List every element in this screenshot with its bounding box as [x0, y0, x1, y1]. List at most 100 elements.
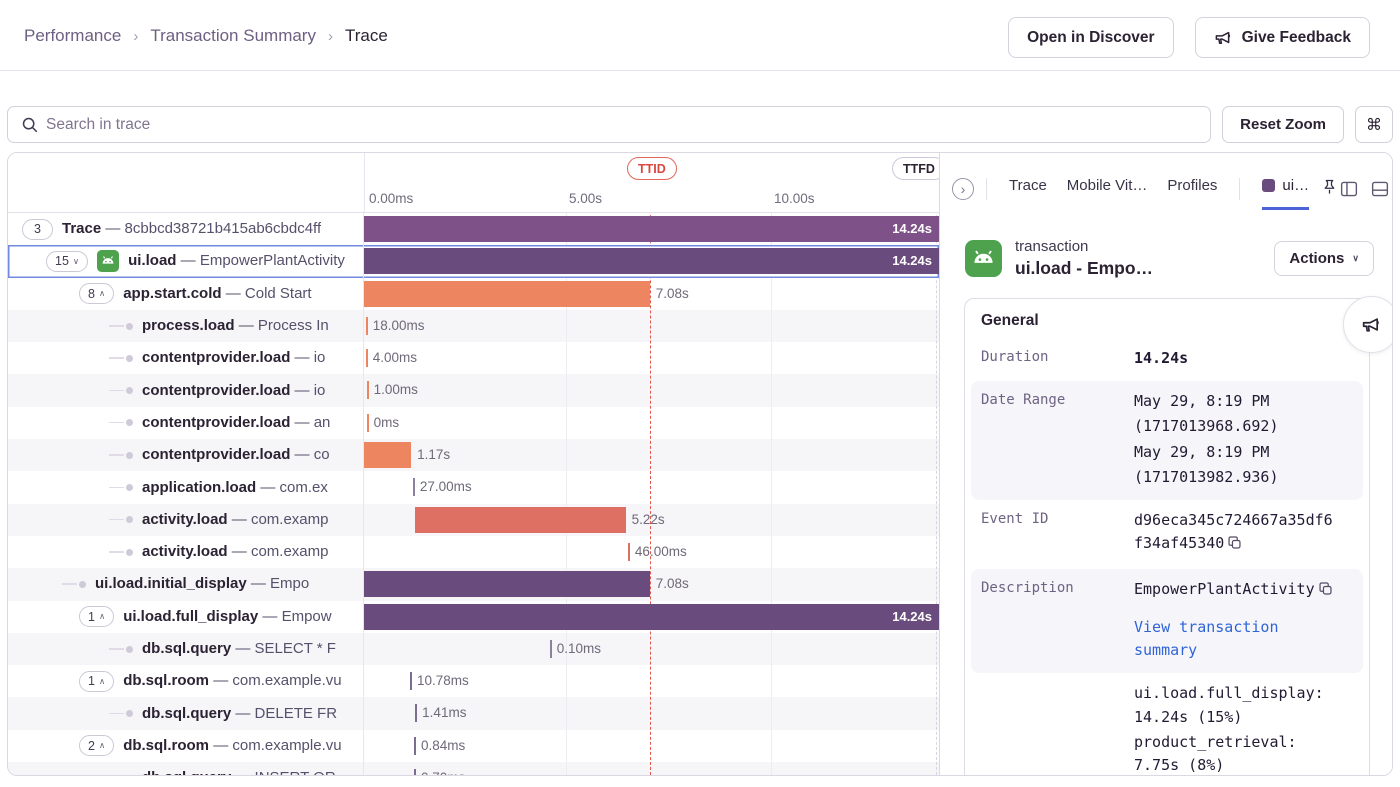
breadcrumb-performance[interactable]: Performance	[24, 26, 122, 45]
span-duration-bar[interactable]: 14.24s	[364, 603, 939, 630]
transaction-header: transaction ui.load - Empo… Actions ∨	[965, 237, 1374, 281]
span-name-cell[interactable]: contentprovider.load — io	[8, 374, 364, 407]
span-bar-cell[interactable]: 10.78ms	[364, 665, 939, 697]
span-name-cell[interactable]: db.sql.query — DELETE FR	[8, 697, 364, 730]
span-duration-label: 14.24s	[892, 253, 932, 269]
span-bar-cell[interactable]: 7.08s	[364, 568, 939, 600]
span-name-cell[interactable]: contentprovider.load — an	[8, 406, 364, 440]
span-duration-label: 14.24s	[892, 608, 932, 624]
span-duration-bar[interactable]	[364, 571, 650, 598]
span-name-cell[interactable]: activity.load — com.examp	[8, 503, 364, 536]
span-duration-bar[interactable]	[364, 442, 412, 469]
trace-row[interactable]: process.load — Process In 18.00ms	[8, 309, 939, 343]
search-box[interactable]	[7, 106, 1212, 143]
layout-left-icon[interactable]	[1340, 180, 1358, 198]
collapse-panel-icon[interactable]: ›	[952, 177, 974, 200]
tab-ui-load[interactable]: ui…	[1262, 177, 1310, 210]
leaf-connector-dot	[109, 484, 133, 492]
span-name-cell[interactable]: db.sql.query — SELECT * F	[8, 632, 364, 666]
span-duration-bar[interactable]	[415, 506, 626, 533]
span-bar-cell[interactable]: 1.00ms	[364, 374, 939, 406]
trace-row[interactable]: contentprovider.load — an 0ms	[8, 406, 939, 440]
actions-button[interactable]: Actions ∨	[1274, 241, 1374, 277]
child-count-badge[interactable]: 2 ∧	[79, 735, 115, 757]
span-bar-cell[interactable]: 14.24s	[364, 213, 939, 245]
child-count-badge[interactable]: 15 ∨	[46, 250, 89, 272]
trace-row[interactable]: contentprovider.load — io 1.00ms	[8, 374, 939, 407]
span-name-cell[interactable]: 2 ∧ db.sql.room — com.example.vu	[8, 729, 364, 763]
chevron-right-icon: ›	[327, 27, 333, 45]
breadcrumb-transaction-summary[interactable]: Transaction Summary	[150, 26, 316, 45]
copy-icon[interactable]	[1318, 580, 1333, 603]
layout-bottom-icon[interactable]	[1371, 180, 1389, 198]
span-name-cell[interactable]: 15 ∨ ui.load — EmpowerPlantActivity	[8, 245, 364, 278]
span-bar-cell[interactable]: 4.00ms	[364, 342, 939, 374]
span-name-cell[interactable]: 3 Trace — 8cbbcd38721b415ab6cbdc4ff	[8, 213, 364, 246]
trace-row[interactable]: contentprovider.load — co 1.17s	[8, 439, 939, 472]
trace-row[interactable]: activity.load — com.examp 46.00ms	[8, 535, 939, 569]
span-op: db.sql.room	[123, 736, 210, 754]
trace-row[interactable]: ui.load.initial_display — Empo 7.08s	[8, 568, 939, 601]
tab-profiles[interactable]: Profiles	[1167, 177, 1218, 194]
span-bar-cell[interactable]: 7.08s	[364, 278, 939, 310]
trace-row[interactable]: db.sql.query — SELECT * F 0.10ms	[8, 632, 939, 666]
shortcuts-button[interactable]: ⌘	[1355, 106, 1393, 143]
span-name-cell[interactable]: process.load — Process In	[8, 309, 364, 343]
copy-icon[interactable]	[1227, 534, 1242, 557]
feedback-fab[interactable]	[1343, 295, 1392, 353]
trace-row[interactable]: 8 ∧ app.start.cold — Cold Start 7.08s	[8, 277, 939, 310]
trace-row[interactable]: db.sql.query — INSERT OR 0.70ms	[8, 762, 939, 775]
app-header: Performance › Transaction Summary › Trac…	[0, 0, 1400, 71]
trace-row-selected[interactable]: 15 ∨ ui.load — EmpowerPlantActivity 14.24s	[8, 245, 939, 278]
trace-row[interactable]: db.sql.query — DELETE FR 1.41ms	[8, 697, 939, 730]
span-bar-cell[interactable]: 0.10ms	[364, 633, 939, 665]
trace-row[interactable]: 3 Trace — 8cbbcd38721b415ab6cbdc4ff 14.24s	[8, 213, 939, 246]
span-tick-mark	[549, 639, 552, 658]
child-count-badge[interactable]: 3	[22, 218, 53, 240]
trace-row[interactable]: 2 ∧ db.sql.room — com.example.vu 0.84ms	[8, 729, 939, 763]
ttid-badge[interactable]: TTID	[627, 157, 677, 180]
child-count-badge[interactable]: 8 ∧	[79, 283, 115, 305]
pin-tab-icon[interactable]	[1321, 178, 1338, 200]
span-bar-cell[interactable]: 5.22s	[364, 504, 939, 536]
span-name-cell[interactable]: activity.load — com.examp	[8, 535, 364, 569]
tab-mobile-vitals[interactable]: Mobile Vit…	[1066, 177, 1148, 194]
span-duration-label: 27.00ms	[419, 479, 472, 495]
trace-row[interactable]: activity.load — com.examp 5.22s	[8, 503, 939, 536]
trace-row[interactable]: 1 ∧ db.sql.room — com.example.vu 10.78ms	[8, 665, 939, 698]
span-bar-cell[interactable]: 1.41ms	[364, 697, 939, 729]
ttfd-badge[interactable]: TTFD	[892, 157, 946, 180]
trace-row[interactable]: application.load — com.ex 27.00ms	[8, 471, 939, 504]
span-bar-cell[interactable]: 18.00ms	[364, 310, 939, 342]
trace-row[interactable]: 1 ∧ ui.load.full_display — Empow 14.24s	[8, 600, 939, 633]
span-bar-cell[interactable]: 0ms	[364, 407, 939, 439]
span-bar-cell[interactable]: 1.17s	[364, 439, 939, 471]
span-duration-bar[interactable]: 14.24s	[364, 216, 939, 242]
span-bar-cell[interactable]: 14.24s	[364, 245, 939, 277]
span-bar-cell[interactable]: 0.84ms	[364, 730, 939, 762]
span-bar-cell[interactable]: 14.24s	[364, 601, 939, 633]
span-bar-cell[interactable]: 0.70ms	[364, 762, 939, 775]
tab-trace[interactable]: Trace	[1009, 177, 1047, 194]
search-input[interactable]	[8, 107, 1211, 142]
span-name-cell[interactable]: 1 ∧ ui.load.full_display — Empow	[8, 600, 364, 633]
view-transaction-summary-link[interactable]: View transaction summary	[1134, 617, 1279, 660]
span-name-cell[interactable]: application.load — com.ex	[8, 471, 364, 504]
child-count-badge[interactable]: 1 ∧	[79, 606, 115, 628]
open-in-discover-button[interactable]: Open in Discover	[1008, 17, 1174, 58]
transaction-type-label: transaction	[1015, 238, 1089, 255]
span-duration-bar[interactable]	[364, 280, 650, 307]
give-feedback-button[interactable]: Give Feedback	[1194, 17, 1370, 58]
span-name-cell[interactable]: contentprovider.load — co	[8, 439, 364, 472]
span-bar-cell[interactable]: 27.00ms	[364, 471, 939, 503]
span-name-cell[interactable]: db.sql.query — INSERT OR	[8, 762, 364, 775]
span-name-cell[interactable]: 1 ∧ db.sql.room — com.example.vu	[8, 665, 364, 698]
span-name-cell[interactable]: contentprovider.load — io	[8, 342, 364, 375]
reset-zoom-button[interactable]: Reset Zoom	[1222, 106, 1344, 143]
span-duration-bar[interactable]: 14.24s	[364, 248, 939, 275]
span-bar-cell[interactable]: 46.00ms	[364, 536, 939, 568]
child-count-badge[interactable]: 1 ∧	[79, 670, 115, 692]
trace-row[interactable]: contentprovider.load — io 4.00ms	[8, 342, 939, 375]
span-name-cell[interactable]: 8 ∧ app.start.cold — Cold Start	[8, 277, 364, 310]
span-name-cell[interactable]: ui.load.initial_display — Empo	[8, 568, 364, 601]
